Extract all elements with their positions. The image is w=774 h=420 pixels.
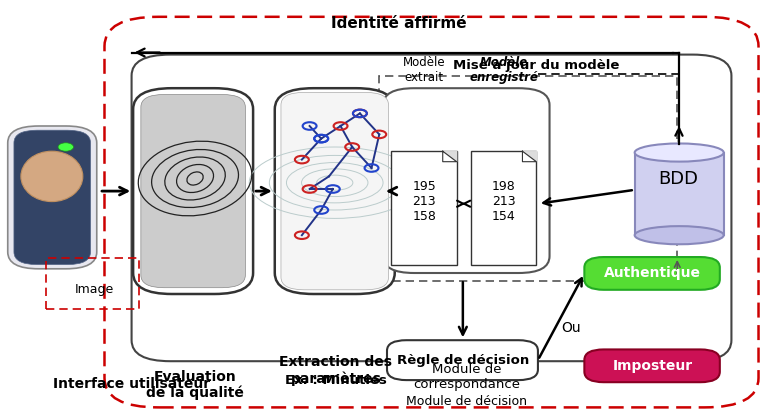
FancyBboxPatch shape: [275, 88, 395, 294]
Text: Module de décision: Module de décision: [406, 395, 527, 407]
Text: Image: Image: [75, 284, 114, 296]
Circle shape: [58, 143, 74, 151]
Bar: [471, 151, 536, 265]
Text: Modèle
enregistré: Modèle enregistré: [470, 56, 538, 84]
Text: Evaluation
de la qualité: Evaluation de la qualité: [146, 370, 244, 400]
Ellipse shape: [635, 144, 724, 162]
FancyBboxPatch shape: [133, 88, 253, 294]
FancyBboxPatch shape: [14, 130, 91, 265]
FancyBboxPatch shape: [8, 126, 97, 269]
Text: Module de
correspondance: Module de correspondance: [413, 363, 520, 391]
Text: Authentique: Authentique: [604, 266, 701, 281]
Ellipse shape: [21, 151, 83, 202]
FancyBboxPatch shape: [132, 55, 731, 361]
Text: Interface utilisateur: Interface utilisateur: [53, 377, 210, 391]
FancyBboxPatch shape: [584, 257, 720, 290]
Bar: [379, 76, 677, 281]
Text: BDD: BDD: [658, 170, 698, 187]
FancyBboxPatch shape: [281, 92, 389, 290]
FancyBboxPatch shape: [141, 94, 245, 288]
FancyBboxPatch shape: [387, 340, 538, 380]
FancyBboxPatch shape: [383, 88, 550, 273]
Text: Modèle
extrait: Modèle extrait: [402, 56, 446, 84]
Text: 195
213
158: 195 213 158: [413, 180, 436, 223]
Bar: [46, 258, 139, 309]
Text: Identité affirmé: Identité affirmé: [330, 16, 467, 31]
Bar: [635, 152, 724, 235]
Bar: [391, 151, 457, 265]
Text: Extraction des
paramètres: Extraction des paramètres: [279, 355, 392, 386]
Polygon shape: [522, 151, 536, 162]
FancyBboxPatch shape: [584, 349, 720, 382]
Text: Ou: Ou: [561, 320, 581, 335]
Ellipse shape: [635, 226, 724, 244]
Text: 198
213
154: 198 213 154: [492, 180, 515, 223]
Text: Mise à jour du modèle: Mise à jour du modèle: [453, 59, 619, 71]
Text: Règle de décision: Règle de décision: [397, 354, 529, 367]
Text: Ex. : Minuties: Ex. : Minuties: [285, 374, 387, 386]
Polygon shape: [443, 151, 457, 162]
Text: Imposteur: Imposteur: [612, 359, 693, 373]
